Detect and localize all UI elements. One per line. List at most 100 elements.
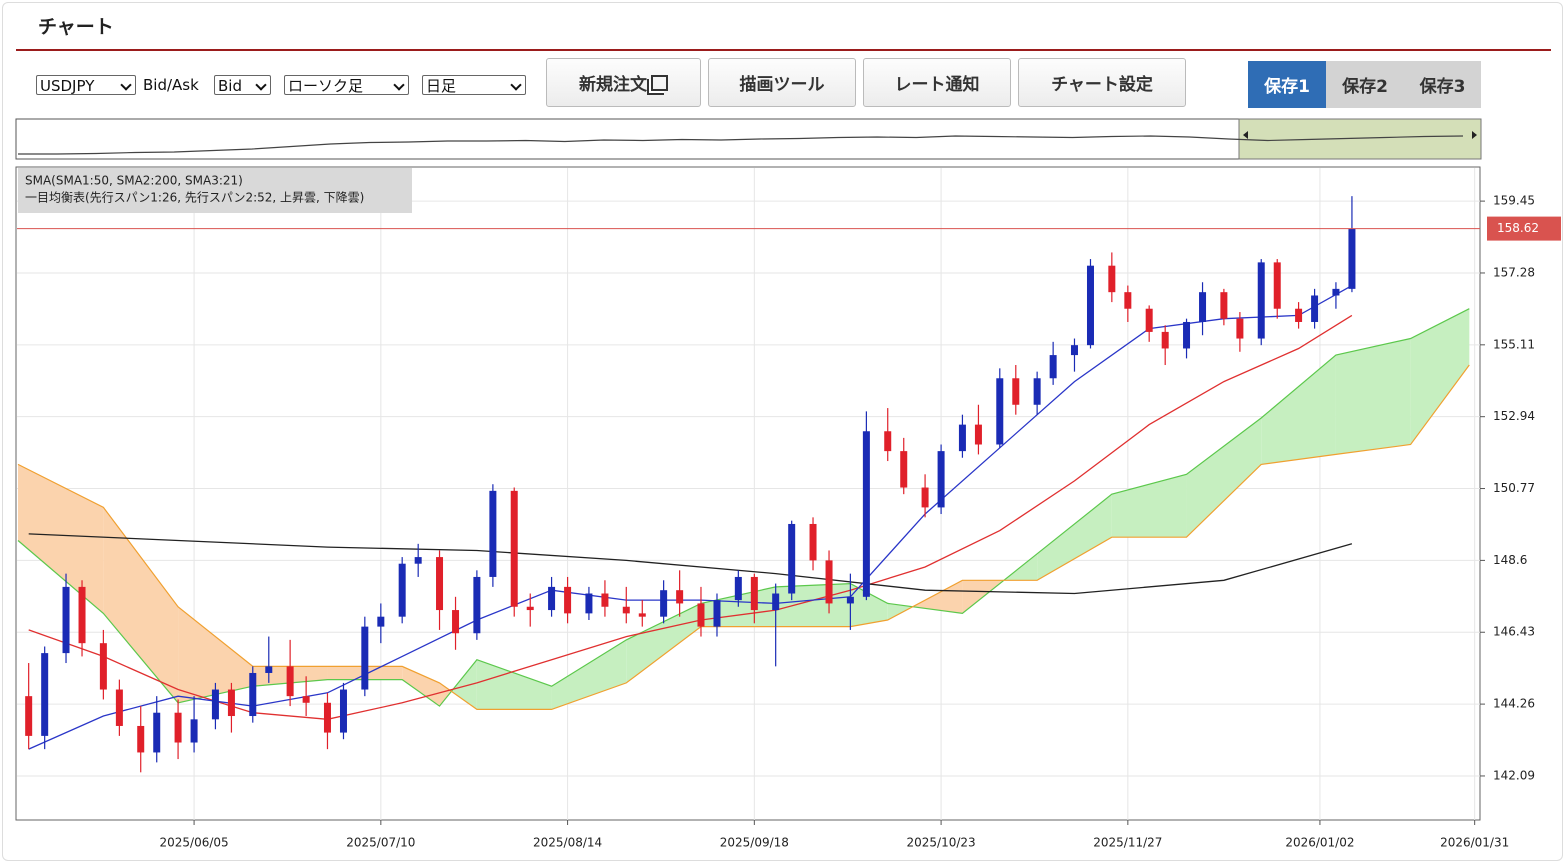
candle-body xyxy=(676,590,684,604)
y-tick-label: 150.77 xyxy=(1493,481,1535,495)
cloud-fill xyxy=(887,603,913,620)
candle-body xyxy=(1161,331,1169,349)
candle-body xyxy=(585,593,593,614)
candle-body xyxy=(788,523,796,594)
candle-body xyxy=(638,613,646,617)
candle-body xyxy=(526,606,534,611)
bid-ask-label: Bid/Ask xyxy=(143,76,199,94)
candle-body xyxy=(750,576,758,611)
cloud-fill xyxy=(1111,474,1187,538)
candle-body xyxy=(302,696,310,703)
candle-body xyxy=(249,672,257,717)
candle-body xyxy=(211,689,219,720)
panel-title: チャート xyxy=(38,16,114,38)
candle-body xyxy=(153,712,161,753)
chart-settings-button[interactable]: チャート設定 xyxy=(1018,58,1186,107)
candle-body xyxy=(697,603,705,627)
cloud-fill xyxy=(402,666,440,707)
save-tab[interactable]: 保存3 xyxy=(1404,61,1481,108)
candle-body xyxy=(361,626,369,690)
cloud-fill xyxy=(1335,338,1411,455)
candle-body xyxy=(921,487,929,508)
x-tick-label: 2025/08/14 xyxy=(533,836,602,850)
candle-body xyxy=(227,689,235,717)
button-label: 新規注文 xyxy=(579,75,647,95)
candle-body xyxy=(115,689,123,726)
draw-tool-button[interactable]: 描画ツール xyxy=(708,58,856,107)
candle-body xyxy=(436,557,444,611)
candle-body xyxy=(137,725,145,753)
candle-body xyxy=(1348,228,1356,289)
candle-body xyxy=(265,666,273,673)
candle-body xyxy=(1124,292,1132,309)
candle-body xyxy=(1199,292,1207,322)
candle-body xyxy=(62,586,70,654)
candle-body xyxy=(1295,308,1303,322)
x-tick-label: 2025/07/10 xyxy=(346,836,415,850)
cloud-fill xyxy=(850,583,888,627)
candle-body xyxy=(996,378,1004,445)
x-tick-label: 2025/09/18 xyxy=(720,836,789,850)
save-tab[interactable]: 保存1 xyxy=(1248,61,1326,108)
candle-body xyxy=(473,576,481,634)
bid-ask-select[interactable]: Bid xyxy=(214,75,271,95)
period-select[interactable]: 日足 xyxy=(422,75,526,95)
cloud-fill xyxy=(439,682,452,707)
chart-style-select[interactable]: ローソク足 xyxy=(284,75,409,95)
candle-body xyxy=(846,596,854,604)
candle-body xyxy=(1257,262,1265,339)
candle-body xyxy=(564,586,572,614)
x-tick-label: 2025/11/27 xyxy=(1093,836,1162,850)
y-tick-label: 144.26 xyxy=(1493,697,1535,711)
candle-body xyxy=(1220,292,1228,319)
candle-body xyxy=(377,616,385,627)
candle-body xyxy=(1086,265,1094,346)
legend-text: SMA(SMA1:50, SMA2:200, SMA3:21) xyxy=(25,174,243,188)
candle-body xyxy=(601,593,609,607)
navigator-range xyxy=(1238,118,1482,160)
candle-body xyxy=(772,593,780,611)
legend-box xyxy=(18,168,412,213)
y-tick-label: 157.28 xyxy=(1493,265,1535,279)
title-rule xyxy=(16,49,1551,51)
y-tick-label: 148.6 xyxy=(1493,553,1527,567)
candle-body xyxy=(1070,345,1078,356)
candle-body xyxy=(660,590,668,617)
candle-body xyxy=(862,431,870,597)
new-order-button[interactable]: 新規注文 xyxy=(546,58,701,107)
candle-body xyxy=(974,424,982,445)
rate-alert-button[interactable]: レート通知 xyxy=(863,58,1011,107)
candle-body xyxy=(78,586,86,644)
candle-body xyxy=(25,696,33,736)
candle-body xyxy=(1332,288,1340,296)
cloud-fill xyxy=(912,580,963,614)
candle-body xyxy=(548,586,556,611)
candle-body xyxy=(414,557,422,564)
y-tick-label: 142.09 xyxy=(1493,768,1535,782)
candle-body xyxy=(809,523,817,561)
candle-body xyxy=(398,563,406,617)
candle-body xyxy=(1108,265,1116,293)
cloud-fill xyxy=(18,464,104,614)
candle-body xyxy=(1145,308,1153,332)
candle-body xyxy=(1273,262,1281,309)
legend-text: 一目均衡表(先行スパン1:26, 先行スパン2:52, 上昇雲, 下降雲) xyxy=(25,191,364,205)
candle-body xyxy=(99,643,107,690)
x-tick-label: 2025/06/05 xyxy=(159,836,228,850)
last-price-label: 158.62 xyxy=(1497,221,1539,235)
candle-body xyxy=(510,490,518,607)
symbol-select[interactable]: USDJPY xyxy=(36,75,136,95)
candle-body xyxy=(339,689,347,733)
cloud-fill xyxy=(451,659,477,710)
candle-body xyxy=(900,451,908,488)
candle-body xyxy=(286,666,294,697)
navigator-line xyxy=(18,135,1464,155)
candle-body xyxy=(452,610,460,634)
save-tab[interactable]: 保存2 xyxy=(1326,61,1404,108)
cloud-fill xyxy=(1186,418,1262,538)
candle-body xyxy=(1183,321,1191,349)
last-price-box xyxy=(1487,216,1561,241)
